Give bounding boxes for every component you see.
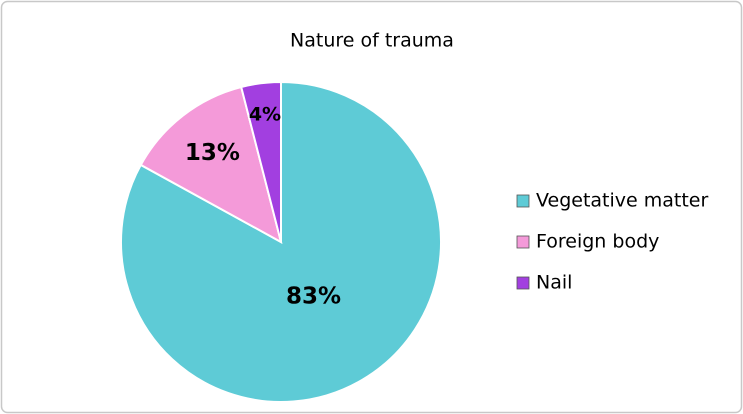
legend-swatch (516, 194, 530, 208)
legend-swatch (516, 235, 530, 249)
legend-label: Nail (536, 272, 572, 294)
chart-title: Nature of trauma (290, 30, 454, 52)
legend-label: Foreign body (536, 231, 659, 253)
pie-slice (239, 80, 282, 243)
data-label: 13% (185, 140, 240, 166)
pie-slice (139, 85, 283, 244)
legend-label: Vegetative matter (536, 190, 708, 212)
legend-swatch (516, 276, 530, 290)
data-label: 83% (286, 284, 341, 310)
data-label: 4% (249, 104, 281, 126)
